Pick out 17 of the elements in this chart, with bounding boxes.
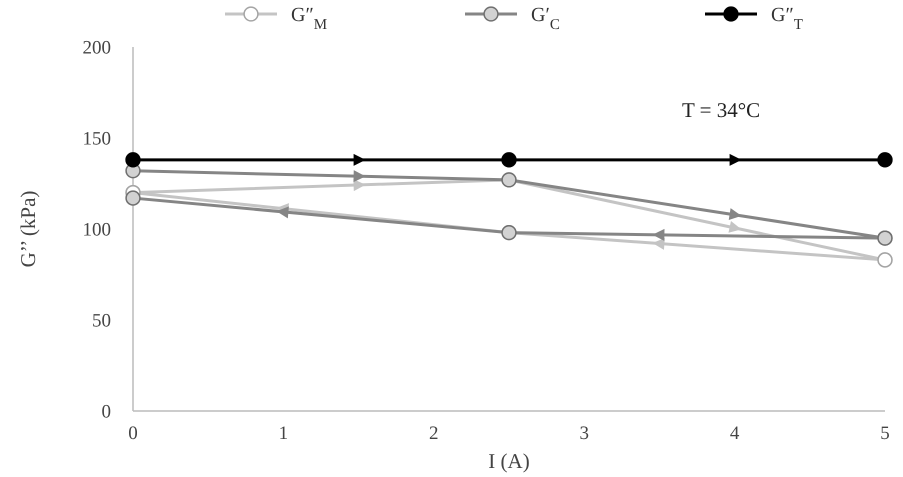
y-tick-label: 50 <box>92 310 111 332</box>
x-tick-label: 1 <box>278 423 288 444</box>
y-tick-label: 150 <box>82 128 111 150</box>
legend-label: G″$_{M}$ <box>291 4 328 33</box>
x-tick-label: 4 <box>730 423 740 444</box>
x-tick-label: 3 <box>579 423 589 444</box>
x-axis-title: I (A) <box>488 449 530 473</box>
y-axis-title: G’’ (kPa) <box>16 190 40 268</box>
x-tick-label: 2 <box>429 423 439 444</box>
y-tick-label: 0 <box>102 402 111 423</box>
annotation: T = 34°C <box>682 98 760 122</box>
y-tick-label: 200 <box>82 38 111 59</box>
x-tick-label: 0 <box>128 423 138 444</box>
x-tick-label: 5 <box>880 423 890 444</box>
legend-label: G′$_{C}$ <box>531 4 560 33</box>
y-tick-label: 100 <box>82 220 111 241</box>
legend-label: G″$_{T}$ <box>771 4 803 33</box>
